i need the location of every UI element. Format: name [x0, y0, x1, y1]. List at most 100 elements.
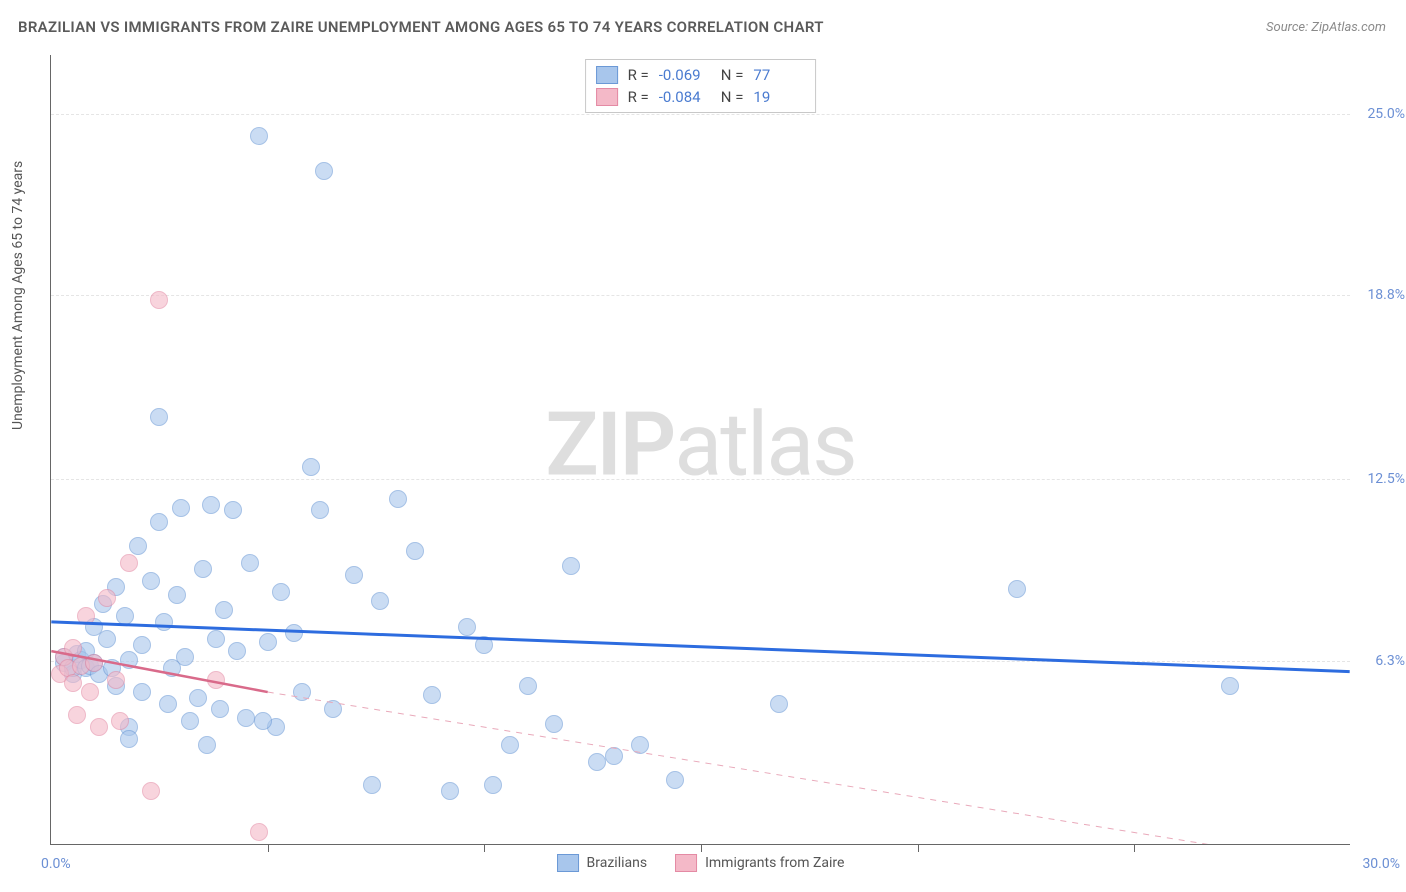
scatter-plot-area: ZIPatlas R =-0.069N =77R =-0.084N =19 0.…: [50, 55, 1350, 845]
data-point: [458, 618, 476, 636]
data-point: [545, 715, 563, 733]
data-point: [159, 695, 177, 713]
y-axis-label: Unemployment Among Ages 65 to 74 years: [10, 161, 26, 430]
data-point: [293, 683, 311, 701]
data-point: [98, 630, 116, 648]
data-point: [64, 639, 82, 657]
data-point: [181, 712, 199, 730]
data-point: [142, 782, 160, 800]
y-tick-label: 18.8%: [1367, 287, 1405, 303]
data-point: [1221, 677, 1239, 695]
data-point: [389, 490, 407, 508]
data-point: [133, 683, 151, 701]
data-point: [501, 736, 519, 754]
x-tick: [484, 844, 485, 852]
data-point: [150, 513, 168, 531]
data-point: [81, 683, 99, 701]
legend-row: R =-0.069N =77: [596, 64, 806, 86]
data-point: [98, 589, 116, 607]
x-tick: [918, 844, 919, 852]
gridline: [51, 479, 1350, 480]
data-point: [150, 408, 168, 426]
data-point: [116, 607, 134, 625]
data-point: [168, 586, 186, 604]
x-axis-end-label: 30.0%: [1362, 856, 1400, 872]
data-point: [250, 127, 268, 145]
data-point: [155, 613, 173, 631]
y-tick-label: 12.5%: [1367, 471, 1405, 487]
data-point: [588, 753, 606, 771]
gridline: [51, 114, 1350, 115]
data-point: [519, 677, 537, 695]
legend-series-name: Brazilians: [587, 855, 648, 871]
data-point: [150, 291, 168, 309]
data-point: [120, 730, 138, 748]
legend-r-label: R =: [628, 88, 649, 106]
x-axis-start-label: 0.0%: [41, 856, 71, 872]
legend-swatch: [557, 854, 579, 872]
legend-n-value: 77: [753, 66, 805, 84]
x-tick: [268, 844, 269, 852]
legend-swatch: [596, 66, 618, 84]
legend-n-value: 19: [753, 88, 805, 106]
data-point: [666, 771, 684, 789]
data-point: [272, 583, 290, 601]
data-point: [259, 633, 277, 651]
source-attribution: Source: ZipAtlas.com: [1266, 20, 1386, 35]
data-point: [120, 554, 138, 572]
data-point: [631, 736, 649, 754]
data-point: [207, 671, 225, 689]
gridline: [51, 295, 1350, 296]
data-point: [770, 695, 788, 713]
data-point: [202, 496, 220, 514]
data-point: [315, 162, 333, 180]
gridline: [51, 661, 1350, 662]
data-point: [228, 642, 246, 660]
data-point: [363, 776, 381, 794]
data-point: [475, 636, 493, 654]
data-point: [1008, 580, 1026, 598]
data-point: [215, 601, 233, 619]
data-point: [311, 501, 329, 519]
data-point: [68, 706, 86, 724]
data-point: [111, 712, 129, 730]
data-point: [176, 648, 194, 666]
trend-line: [268, 692, 1350, 844]
y-tick-label: 25.0%: [1367, 106, 1405, 122]
data-point: [172, 499, 190, 517]
legend-item: Immigrants from Zaire: [675, 854, 844, 872]
data-point: [64, 674, 82, 692]
x-tick: [1134, 844, 1135, 852]
data-point: [423, 686, 441, 704]
data-point: [77, 607, 95, 625]
data-point: [285, 624, 303, 642]
data-point: [120, 651, 138, 669]
data-point: [194, 560, 212, 578]
data-point: [107, 671, 125, 689]
watermark-bold: ZIP: [545, 393, 674, 496]
y-tick-label: 6.3%: [1375, 653, 1405, 669]
trend-line: [51, 622, 1349, 672]
data-point: [211, 700, 229, 718]
legend-row: R =-0.084N =19: [596, 86, 806, 108]
series-legend: Brazilians Immigrants from Zaire: [557, 854, 845, 872]
data-point: [250, 823, 268, 841]
data-point: [406, 542, 424, 560]
legend-item: Brazilians: [557, 854, 648, 872]
legend-series-name: Immigrants from Zaire: [705, 855, 844, 871]
data-point: [189, 689, 207, 707]
data-point: [345, 566, 363, 584]
legend-n-label: N =: [721, 66, 744, 84]
legend-r-label: R =: [628, 66, 649, 84]
legend-n-label: N =: [721, 88, 744, 106]
data-point: [133, 636, 151, 654]
chart-title: BRAZILIAN VS IMMIGRANTS FROM ZAIRE UNEMP…: [18, 18, 824, 36]
data-point: [90, 718, 108, 736]
data-point: [198, 736, 216, 754]
data-point: [85, 654, 103, 672]
data-point: [441, 782, 459, 800]
data-point: [302, 458, 320, 476]
watermark: ZIPatlas: [545, 393, 855, 496]
data-point: [241, 554, 259, 572]
data-point: [324, 700, 342, 718]
